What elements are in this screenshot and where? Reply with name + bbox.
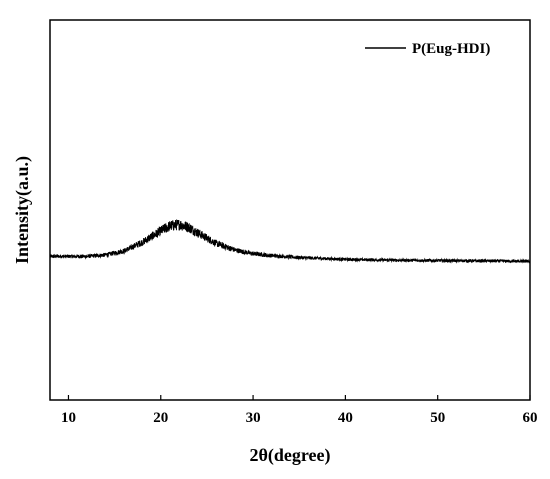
x-tick-label: 50 bbox=[430, 410, 445, 426]
legend: P(Eug-HDI) bbox=[365, 41, 490, 57]
x-axis-title: 2θ(degree) bbox=[249, 445, 330, 466]
x-tick-label: 10 bbox=[61, 410, 76, 426]
x-axis-ticks: 10 20 30 40 50 60 bbox=[61, 395, 538, 426]
plot-frame bbox=[49, 19, 531, 401]
series-group bbox=[49, 219, 531, 264]
x-tick-label: 20 bbox=[153, 410, 168, 426]
legend-label: P(Eug-HDI) bbox=[412, 41, 490, 57]
x-tick-label: 60 bbox=[523, 410, 538, 426]
y-axis-title: Intensity(a.u.) bbox=[12, 156, 33, 264]
x-tick-label: 40 bbox=[338, 410, 353, 426]
series-line bbox=[49, 219, 531, 264]
x-tick-label: 30 bbox=[246, 410, 261, 426]
